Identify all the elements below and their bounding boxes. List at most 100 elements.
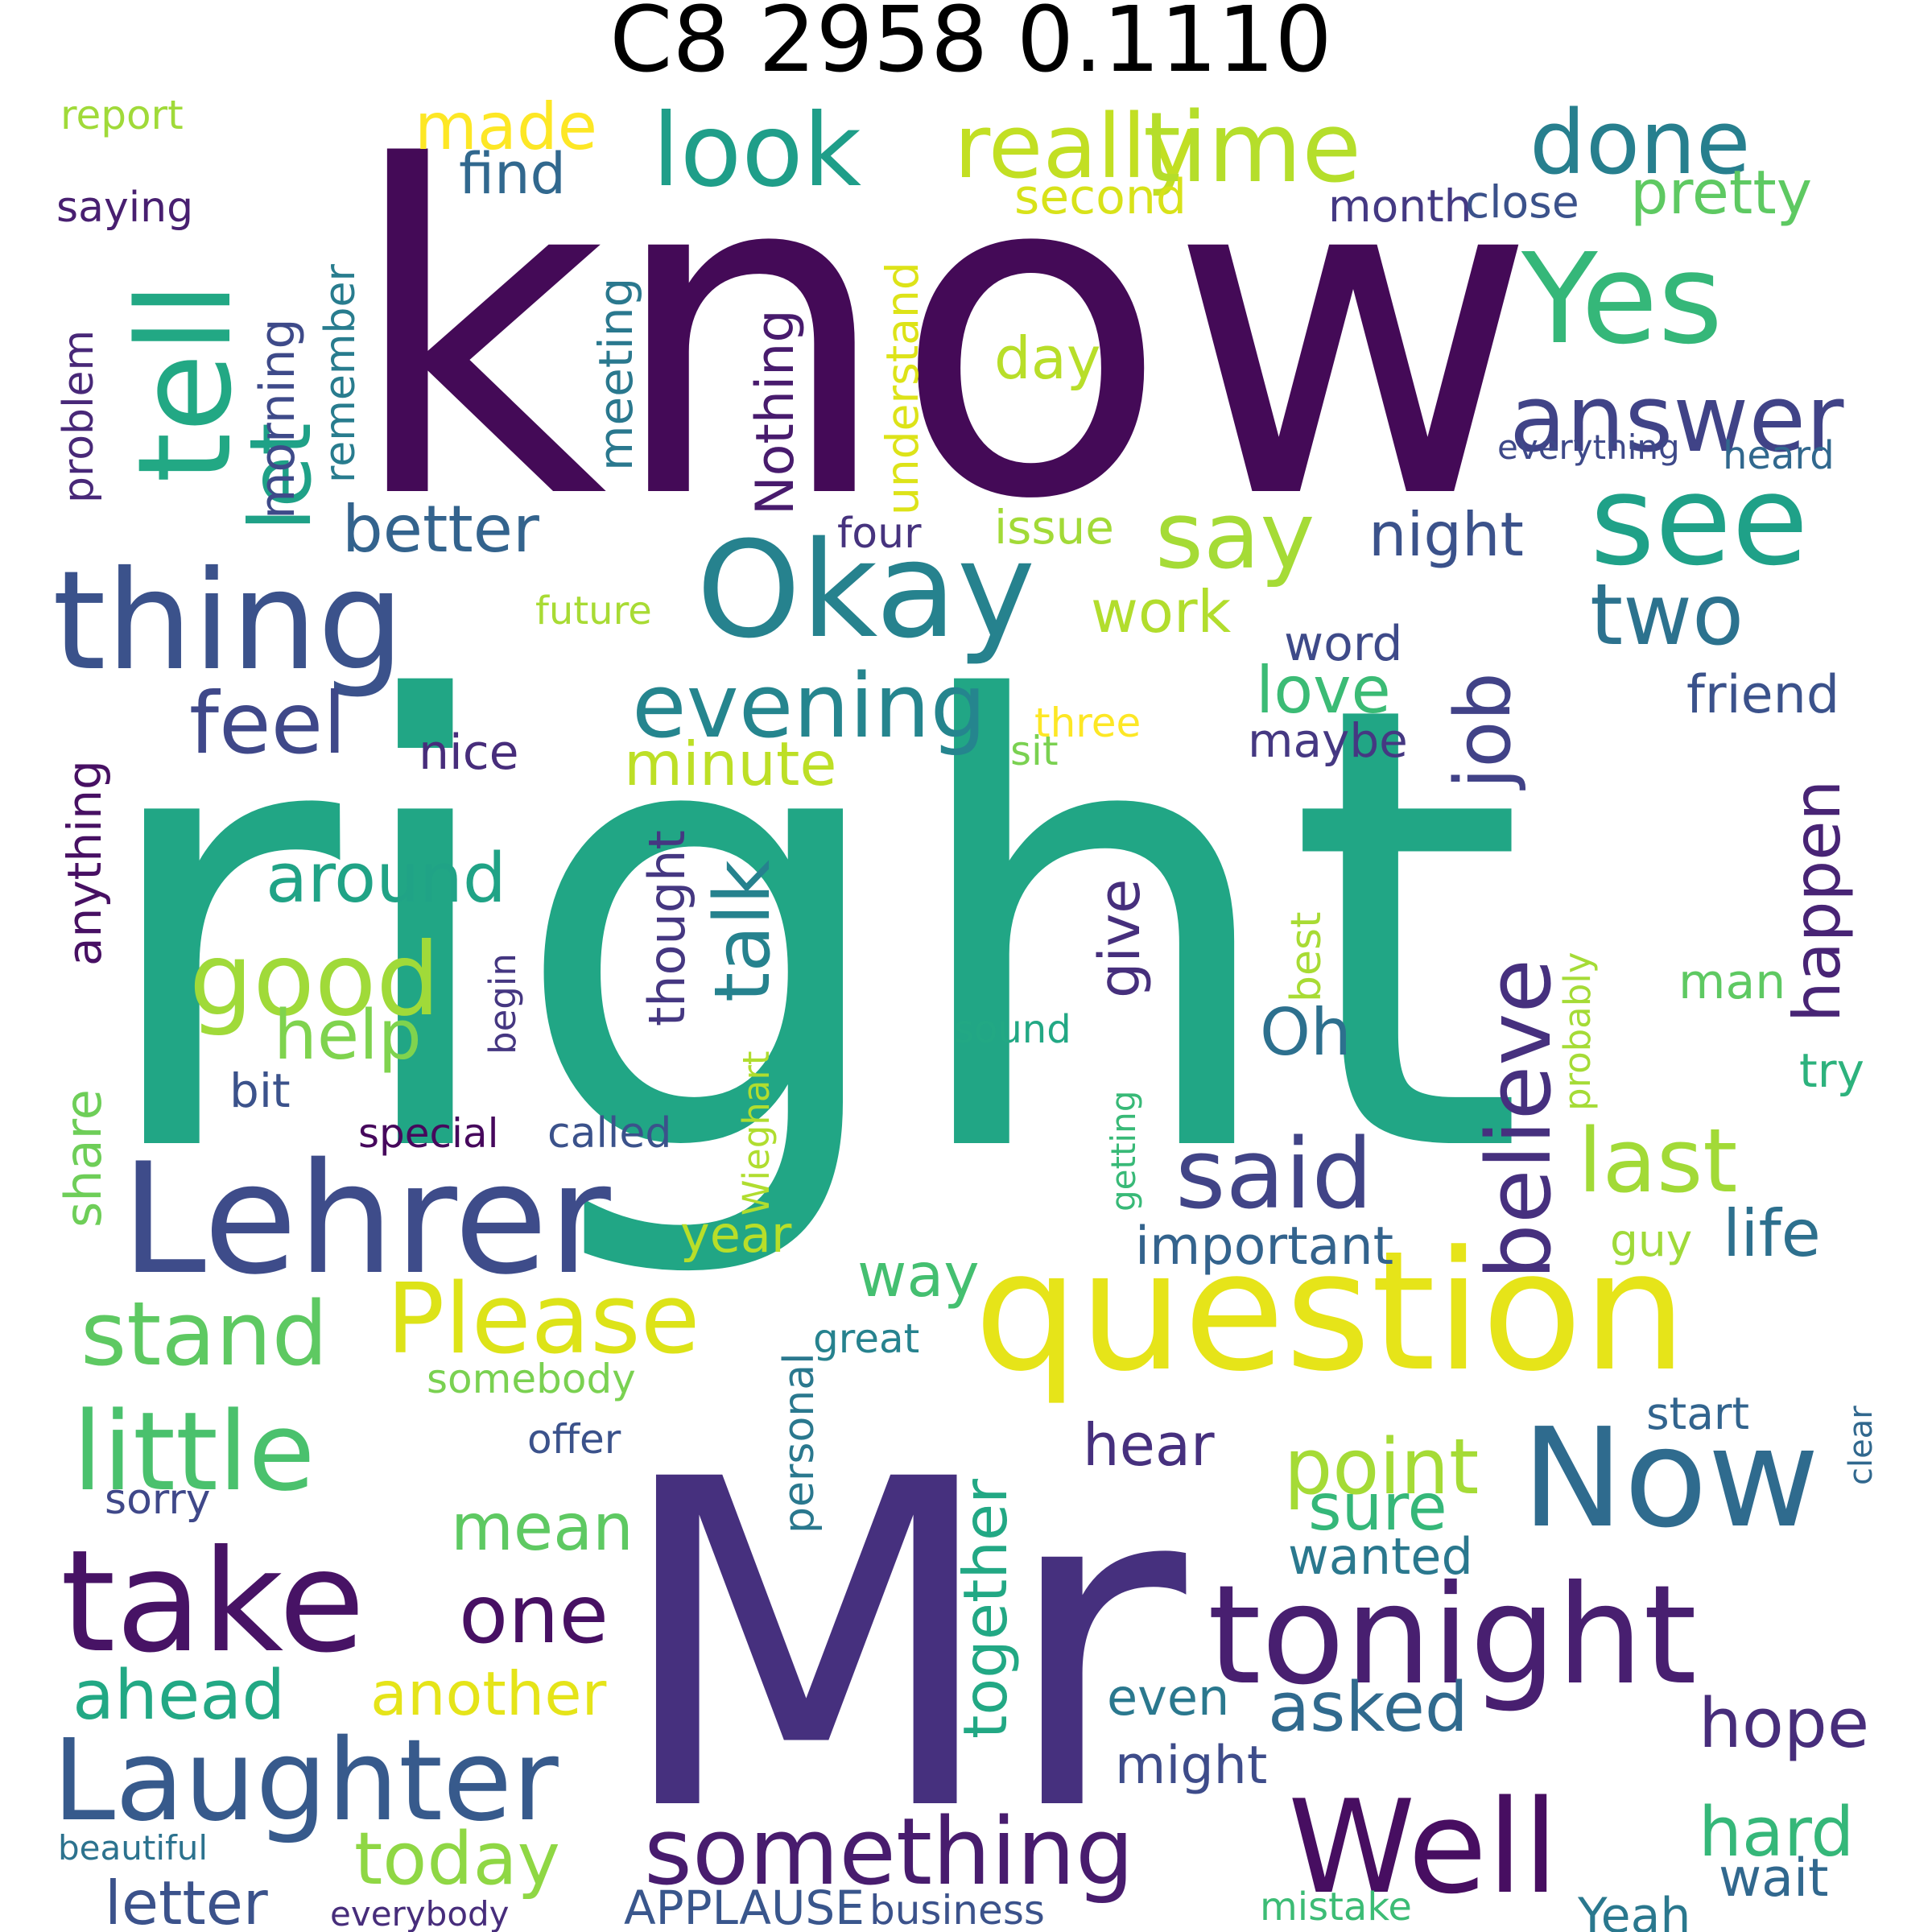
word-heard: heard xyxy=(1723,433,1835,478)
word-best: best xyxy=(1282,912,1331,1002)
word-answer: answer xyxy=(1509,365,1844,473)
word-second: second xyxy=(1014,169,1187,225)
word-ahead: ahead xyxy=(72,1656,285,1736)
word-might: might xyxy=(1115,1736,1267,1796)
word-understand: understand xyxy=(877,262,928,515)
word-start: start xyxy=(1646,1388,1749,1439)
word-stand: stand xyxy=(80,1282,328,1385)
word-tell: tell xyxy=(109,282,260,483)
word-time: time xyxy=(1143,93,1361,204)
word-one: one xyxy=(459,1567,609,1662)
word-another: another xyxy=(370,1658,606,1729)
word-three: three xyxy=(1034,700,1141,746)
word-mean: mean xyxy=(451,1490,634,1565)
word-give: give xyxy=(1087,879,1153,998)
word-wieghart: Wieghart xyxy=(735,1051,778,1216)
word-mr: Mr xyxy=(612,1385,1191,1910)
word-great: great xyxy=(813,1315,919,1362)
word-everybody: everybody xyxy=(330,1894,510,1932)
word-future: future xyxy=(535,588,652,634)
word-better: better xyxy=(342,492,539,567)
word-right: right xyxy=(89,576,1526,1288)
word-anything: anything xyxy=(57,760,112,966)
word-something: something xyxy=(644,1798,1134,1906)
word-maybe: maybe xyxy=(1248,713,1408,768)
word-even: even xyxy=(1107,1668,1229,1727)
word-report: report xyxy=(60,92,184,138)
word-tonight: tonight xyxy=(1208,1556,1697,1715)
word-year: year xyxy=(680,1205,792,1264)
word-way: way xyxy=(857,1240,980,1311)
word-friend: friend xyxy=(1686,665,1839,725)
word-share: share xyxy=(54,1089,113,1228)
word-okay: Okay xyxy=(696,513,1035,667)
word-special: special xyxy=(358,1110,498,1157)
word-minute: minute xyxy=(624,729,837,799)
word-around: around xyxy=(266,839,506,919)
word-talk: talk xyxy=(699,860,787,1002)
word-let: let xyxy=(232,423,330,531)
word-two: two xyxy=(1590,566,1744,664)
word-called: called xyxy=(547,1109,671,1158)
word-yeah: Yeah xyxy=(1577,1888,1690,1932)
word-word: word xyxy=(1284,616,1402,672)
word-see: see xyxy=(1590,448,1808,593)
word-done: done xyxy=(1530,91,1751,194)
word-saying: saying xyxy=(56,184,193,232)
word-month: month xyxy=(1328,180,1472,232)
word-day: day xyxy=(994,324,1100,392)
word-sorry: sorry xyxy=(105,1476,211,1524)
word-remember: remember xyxy=(316,263,365,483)
word-sure: sure xyxy=(1308,1470,1447,1545)
word-said: said xyxy=(1175,1119,1373,1231)
word-thought: thought xyxy=(638,830,696,1026)
word-know: know xyxy=(346,73,1538,598)
word-last: last xyxy=(1578,1109,1737,1212)
word-please: Please xyxy=(386,1264,700,1376)
word-clear: clear xyxy=(1843,1406,1880,1485)
word-bit: bit xyxy=(229,1063,291,1118)
word-man: man xyxy=(1678,954,1785,1010)
word-together: together xyxy=(950,1479,1021,1739)
word-nothing: Nothing xyxy=(745,309,806,515)
word-lehrer: Lehrer xyxy=(121,1130,612,1308)
word-say: say xyxy=(1155,482,1315,590)
word-personal: personal xyxy=(775,1352,824,1534)
word-really: really xyxy=(954,95,1199,198)
word-important: important xyxy=(1135,1216,1393,1277)
word-offer: offer xyxy=(527,1416,621,1463)
word-letter: letter xyxy=(105,1868,268,1932)
word-everything: everything xyxy=(1497,427,1680,467)
word-love: love xyxy=(1256,653,1391,728)
word-try: try xyxy=(1799,1043,1864,1098)
word-today: today xyxy=(354,1817,560,1901)
word-question: question xyxy=(974,1216,1687,1408)
word-getting: getting xyxy=(1104,1091,1143,1212)
word-thing: thing xyxy=(52,542,404,701)
word-four: four xyxy=(837,510,922,558)
word-point: point xyxy=(1284,1423,1479,1512)
word-work: work xyxy=(1091,578,1232,646)
word-night: night xyxy=(1368,499,1524,570)
word-business: business xyxy=(869,1887,1045,1932)
word-laughter: Laughter xyxy=(52,1715,559,1847)
word-pretty: pretty xyxy=(1630,157,1812,228)
word-close: close xyxy=(1465,176,1579,228)
word-sound: sound xyxy=(954,1007,1071,1052)
word-wanted: wanted xyxy=(1288,1527,1473,1586)
word-yes: Yes xyxy=(1521,226,1723,372)
word-hear: hear xyxy=(1083,1411,1215,1479)
word-help: help xyxy=(274,996,422,1075)
word-probably: probably xyxy=(1556,952,1599,1111)
word-look: look xyxy=(652,93,862,209)
word-meeting: meeting xyxy=(588,278,643,471)
word-wait: wait xyxy=(1719,1848,1829,1909)
word-now: Now xyxy=(1521,1399,1819,1558)
word-take: take xyxy=(60,1521,365,1684)
word-feel: feel xyxy=(189,675,346,773)
word-find: find xyxy=(459,141,566,207)
word-little: little xyxy=(72,1389,315,1515)
word-applause: APPLAUSE xyxy=(624,1880,865,1932)
word-issue: issue xyxy=(994,500,1114,555)
